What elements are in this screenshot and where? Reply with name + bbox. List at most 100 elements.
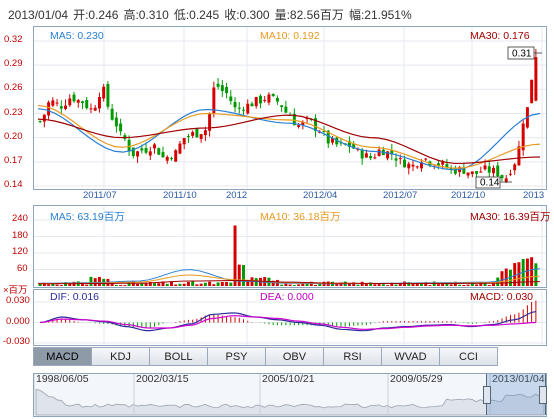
candle-body	[360, 150, 364, 159]
volume-bar	[407, 282, 411, 286]
candle-body	[530, 79, 534, 104]
navigator-left-handle[interactable]	[483, 386, 491, 404]
macd-chart-panel[interactable]: DIF: 0.016 DEA: 0.000 MACD: 0.030	[33, 289, 547, 346]
candle-body	[398, 158, 402, 160]
volume-bar	[182, 283, 186, 286]
volume-bar	[292, 285, 296, 286]
candle-body	[174, 150, 178, 162]
volume-bar	[148, 282, 152, 286]
candle-body	[140, 148, 144, 151]
volume-bar	[504, 268, 508, 286]
volume-bar	[271, 280, 275, 286]
price-chart-panel[interactable]: 0.31 0.14 MA5: 0.230 MA10: 0.192 MA30: 0.…	[33, 26, 547, 190]
candle-body	[377, 149, 381, 157]
volume-bars-group	[38, 225, 538, 286]
volume-bar	[169, 281, 173, 286]
candle-body	[284, 106, 288, 113]
volume-bar	[441, 282, 445, 286]
volume-ma10-legend: MA10: 36.18百万	[260, 211, 341, 223]
candle-body	[97, 96, 101, 109]
candle-body	[76, 100, 80, 103]
volume-bar	[369, 282, 373, 286]
candle-body	[72, 94, 76, 102]
volume-bar	[411, 283, 415, 286]
candle-body	[462, 167, 466, 174]
price-y-tick: 0.32	[4, 34, 23, 45]
tab-kdj[interactable]: KDJ	[91, 347, 149, 366]
candle-body	[369, 156, 373, 159]
volume-bar	[470, 282, 474, 286]
candle-body	[55, 102, 59, 104]
volume-y-tick: 120	[12, 246, 28, 257]
volume-chart-panel[interactable]: MA5: 63.19百万 MA10: 36.18百万 MA30: 16.39百万	[33, 205, 551, 288]
candle-body	[258, 95, 262, 104]
macd-chart-svg	[34, 290, 546, 345]
navigator-selection[interactable]	[486, 374, 546, 415]
price-chart-svg: 0.31 0.14	[34, 27, 546, 189]
candle-body	[411, 164, 415, 167]
candle-body	[64, 105, 68, 109]
volume-bar	[140, 283, 144, 286]
tab-rsi[interactable]: RSI	[323, 347, 381, 366]
volume-bar	[203, 282, 207, 286]
volume-bar	[284, 283, 288, 286]
volume-bar	[428, 285, 432, 286]
tab-macd[interactable]: MACD	[33, 347, 91, 366]
volume-bar	[335, 282, 339, 286]
tab-wvad[interactable]: WVAD	[381, 347, 439, 366]
volume-bar	[492, 283, 495, 286]
candle-body	[59, 106, 63, 109]
volume-bar	[114, 285, 118, 286]
tab-obv[interactable]: OBV	[265, 347, 323, 366]
candle-body	[496, 165, 500, 177]
candle-body	[508, 173, 512, 175]
price-x-tick: 2012/07	[383, 190, 418, 201]
candle-body	[483, 165, 487, 170]
volume-bar	[216, 282, 220, 286]
candle-body	[297, 125, 301, 127]
ma-line-ma10	[37, 104, 541, 169]
low-marker-box	[475, 176, 501, 189]
candle-body	[148, 151, 152, 156]
candle-body	[436, 163, 440, 167]
price-y-tick: 0.14	[4, 179, 23, 190]
tab-boll[interactable]: BOLL	[149, 347, 207, 366]
candle-body	[513, 164, 517, 171]
volume-bar	[390, 282, 394, 286]
volume-bar	[377, 284, 381, 286]
price-ma30-legend: MA30: 0.176	[470, 30, 530, 42]
volume-bar	[288, 284, 292, 286]
volume-bar	[449, 284, 453, 286]
low-marker-label: 0.14	[480, 178, 500, 189]
volume-ma30-legend: MA30: 16.39百万	[470, 211, 551, 223]
candle-body	[352, 143, 356, 149]
candle-body	[441, 162, 445, 165]
price-y-tick: 0.20	[4, 130, 23, 142]
macd-dea-line	[40, 315, 536, 330]
volume-bar	[47, 284, 51, 286]
candle-body	[199, 134, 203, 139]
volume-y-tick: 180	[12, 229, 28, 241]
candle-body	[492, 167, 495, 174]
candle-body	[386, 151, 390, 159]
volume-y-tick: 60	[17, 262, 28, 274]
candle-body	[267, 94, 271, 103]
candle-body	[326, 130, 330, 144]
candle-body	[419, 162, 423, 169]
tab-psy[interactable]: PSY	[207, 347, 265, 366]
candle-body	[106, 84, 110, 107]
volume-bar	[93, 278, 97, 286]
volume-bar	[186, 281, 190, 286]
macd-y-tick: 0.030	[6, 295, 30, 306]
tab-cci[interactable]: CCI	[439, 347, 498, 366]
price-ma10-legend: MA10: 0.192	[260, 30, 320, 42]
navigator-date-label: 2009/05/29	[390, 373, 443, 385]
price-x-tick: 2012/04	[303, 190, 338, 201]
candle-body	[169, 158, 173, 160]
quote-date: 2013/01/04	[8, 8, 69, 22]
range-navigator[interactable]: 1998/06/05 2002/03/15 2005/10/21 2009/05/29…	[33, 373, 547, 417]
volume-bar	[123, 285, 127, 286]
volume-bar	[68, 282, 72, 286]
volume-bar	[479, 281, 483, 286]
navigator-right-handle[interactable]	[539, 386, 547, 404]
